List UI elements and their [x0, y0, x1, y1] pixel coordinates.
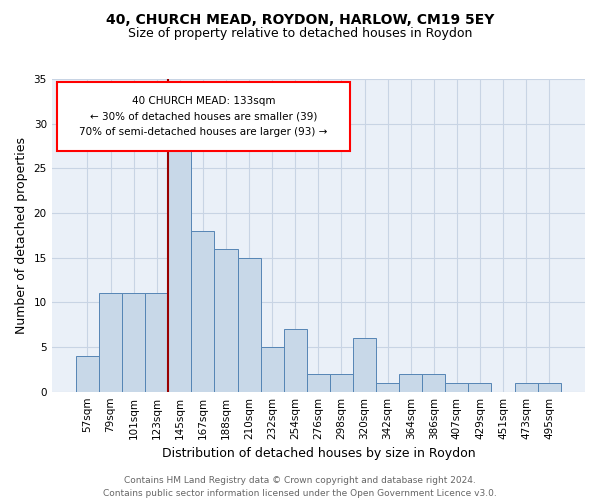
Text: 40 CHURCH MEAD: 133sqm
← 30% of detached houses are smaller (39)
70% of semi-det: 40 CHURCH MEAD: 133sqm ← 30% of detached…: [79, 96, 328, 137]
Bar: [191, 231, 214, 392]
Bar: [445, 382, 469, 392]
Bar: [353, 338, 376, 392]
Text: Size of property relative to detached houses in Roydon: Size of property relative to detached ho…: [128, 28, 472, 40]
Bar: [260, 347, 284, 392]
Y-axis label: Number of detached properties: Number of detached properties: [15, 137, 28, 334]
Bar: [214, 248, 238, 392]
Bar: [307, 374, 330, 392]
Bar: [238, 258, 260, 392]
FancyBboxPatch shape: [57, 82, 350, 151]
Bar: [99, 294, 122, 392]
Bar: [284, 329, 307, 392]
Bar: [399, 374, 422, 392]
Bar: [376, 382, 399, 392]
Bar: [538, 382, 561, 392]
Bar: [76, 356, 99, 392]
X-axis label: Distribution of detached houses by size in Roydon: Distribution of detached houses by size …: [161, 447, 475, 460]
Bar: [469, 382, 491, 392]
Bar: [422, 374, 445, 392]
Text: Contains HM Land Registry data © Crown copyright and database right 2024.
Contai: Contains HM Land Registry data © Crown c…: [103, 476, 497, 498]
Text: 40, CHURCH MEAD, ROYDON, HARLOW, CM19 5EY: 40, CHURCH MEAD, ROYDON, HARLOW, CM19 5E…: [106, 12, 494, 26]
Bar: [330, 374, 353, 392]
Bar: [145, 294, 168, 392]
Bar: [515, 382, 538, 392]
Bar: [168, 142, 191, 392]
Bar: [122, 294, 145, 392]
